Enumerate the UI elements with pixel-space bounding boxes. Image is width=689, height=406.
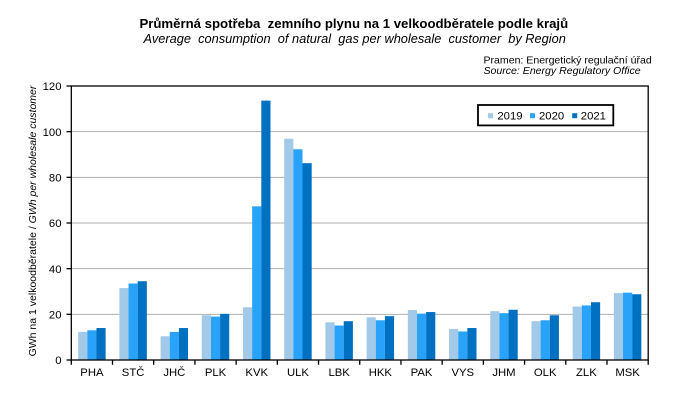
svg-text:MSK: MSK — [615, 367, 640, 379]
svg-text:JHČ: JHČ — [163, 366, 185, 379]
svg-text:OLK: OLK — [534, 367, 557, 379]
svg-text:Average consumption of natur: Average consumption of natural gas per w… — [143, 31, 566, 46]
svg-text:80: 80 — [49, 172, 62, 184]
svg-text:Source: Energy Regulatory Offi: Source: Energy Regulatory Office — [484, 65, 641, 77]
svg-text:PLK: PLK — [205, 367, 227, 379]
svg-text:40: 40 — [49, 264, 62, 276]
svg-text:100: 100 — [43, 127, 62, 139]
svg-text:120: 120 — [43, 81, 62, 93]
svg-text:JHM: JHM — [492, 367, 515, 379]
svg-text:Průměrná spotřeba zemního ply: Průměrná spotřeba zemního plynu na 1 vel… — [139, 16, 568, 31]
svg-text:VYS: VYS — [451, 367, 474, 379]
svg-text:HKK: HKK — [369, 367, 393, 379]
svg-text:LBK: LBK — [328, 367, 350, 379]
svg-text:20: 20 — [49, 309, 62, 321]
svg-text:STČ: STČ — [122, 366, 145, 379]
svg-text:PAK: PAK — [411, 367, 433, 379]
svg-text:PHA: PHA — [80, 367, 104, 379]
svg-text:Pramen: Energetický regulační: Pramen: Energetický regulační úřad — [484, 54, 652, 66]
svg-text:2019: 2019 — [497, 111, 522, 123]
svg-text:GWh na 1 velkoodběratele / GWh: GWh na 1 velkoodběratele / GWh per whole… — [27, 85, 39, 356]
svg-text:0: 0 — [55, 355, 61, 367]
svg-text:60: 60 — [49, 218, 62, 230]
svg-text:ULK: ULK — [287, 367, 309, 379]
svg-text:2021: 2021 — [581, 111, 606, 123]
svg-text:2020: 2020 — [539, 111, 564, 123]
svg-text:KVK: KVK — [245, 367, 268, 379]
svg-text:ZLK: ZLK — [576, 367, 597, 379]
